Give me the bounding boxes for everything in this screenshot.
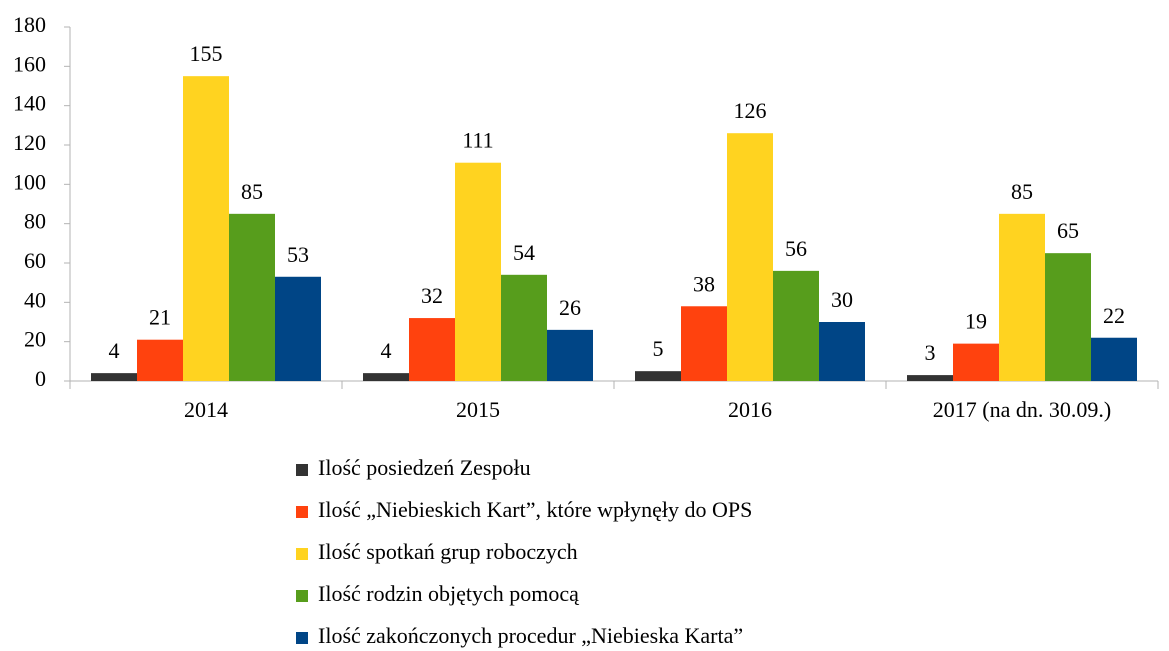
legend-label: Ilość zakończonych procedur „Niebieska K… [318, 623, 743, 648]
legend-swatch [296, 548, 308, 560]
y-tick-label: 40 [24, 287, 46, 312]
data-label: 155 [190, 41, 223, 66]
data-label: 38 [693, 271, 715, 296]
bar [409, 318, 455, 381]
y-tick-label: 60 [24, 248, 46, 273]
bar [455, 162, 501, 381]
bar [501, 274, 547, 381]
y-tick-label: 0 [35, 366, 46, 391]
legend-swatch [296, 632, 308, 644]
data-label: 4 [381, 338, 392, 363]
legend-label: Ilość rodzin objętych pomocą [318, 581, 579, 606]
legend-label: Ilość posiedzeń Zespołu [318, 455, 531, 480]
bar [547, 329, 593, 381]
data-label: 21 [149, 305, 171, 330]
data-label: 111 [462, 128, 493, 153]
y-tick-label: 120 [13, 130, 46, 155]
y-tick-label: 140 [13, 91, 46, 116]
bar [363, 373, 409, 381]
x-tick-label: 2015 [456, 397, 500, 422]
data-label: 126 [734, 98, 767, 123]
bar [1091, 337, 1137, 381]
bar [999, 213, 1045, 381]
legend-swatch [296, 464, 308, 476]
y-tick-label: 160 [13, 51, 46, 76]
bar [681, 306, 727, 381]
legend-swatch [296, 590, 308, 602]
bar [137, 339, 183, 381]
data-label: 26 [559, 295, 581, 320]
data-label: 65 [1057, 218, 1079, 243]
bar [727, 133, 773, 381]
legend-label: Ilość „Niebieskich Kart”, które wpłynęły… [318, 497, 752, 522]
legend-swatch [296, 506, 308, 518]
x-tick-label: 2016 [728, 397, 772, 422]
data-label: 32 [421, 283, 443, 308]
y-tick-label: 80 [24, 209, 46, 234]
bar [907, 375, 953, 381]
y-tick-label: 180 [13, 12, 46, 37]
data-label: 85 [1011, 179, 1033, 204]
data-label: 30 [831, 287, 853, 312]
bar [275, 276, 321, 381]
bar [819, 322, 865, 381]
bar [635, 371, 681, 381]
y-tick-label: 20 [24, 327, 46, 352]
y-tick-label: 100 [13, 169, 46, 194]
data-label: 4 [109, 338, 120, 363]
legend-label: Ilość spotkań grup roboczych [318, 539, 578, 564]
data-label: 53 [287, 242, 309, 267]
bar [183, 76, 229, 382]
data-label: 54 [513, 240, 535, 265]
x-tick-label: 2014 [184, 397, 228, 422]
data-label: 85 [241, 179, 263, 204]
data-label: 5 [653, 336, 664, 361]
bar [1045, 253, 1091, 381]
data-label: 22 [1103, 303, 1125, 328]
data-label: 56 [785, 236, 807, 261]
bar [953, 343, 999, 381]
x-tick-label: 2017 (na dn. 30.09.) [933, 397, 1111, 422]
bar [773, 270, 819, 381]
data-label: 19 [965, 309, 987, 334]
bar [91, 373, 137, 381]
bar [229, 213, 275, 381]
data-label: 3 [925, 340, 936, 365]
